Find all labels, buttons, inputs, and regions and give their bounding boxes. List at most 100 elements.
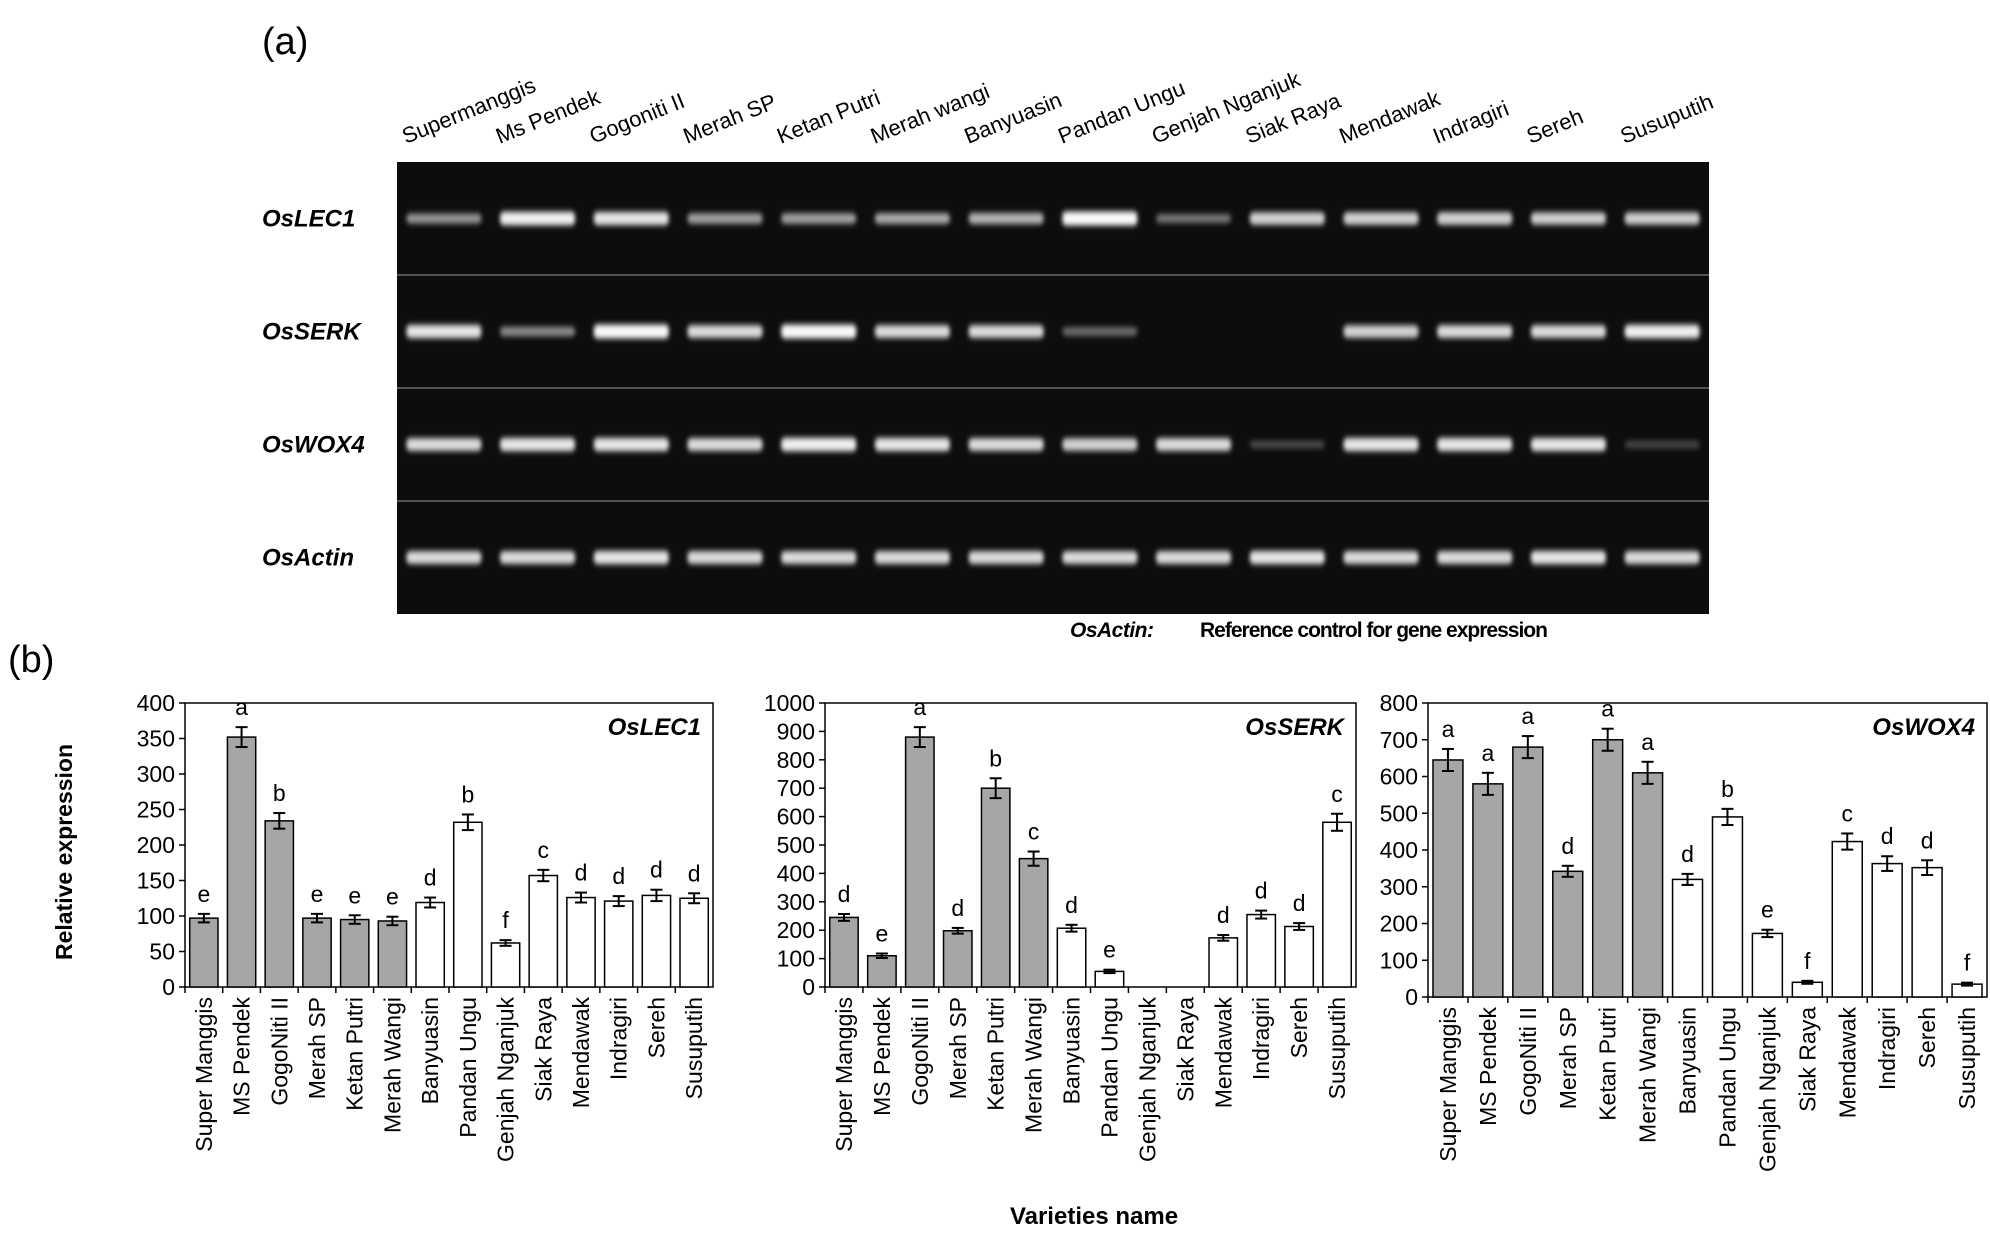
gel-band <box>406 551 482 564</box>
gel-band <box>1062 438 1138 451</box>
bar <box>1208 937 1239 988</box>
gel-band <box>874 551 950 564</box>
x-category-label: Indragiri <box>606 997 632 1080</box>
significance-letter: e <box>311 881 324 907</box>
lane-label: Merah SP <box>680 89 780 149</box>
gel-band <box>593 324 669 339</box>
significance-letter: b <box>1721 776 1734 802</box>
plot-frame <box>184 702 714 988</box>
gel-band <box>781 551 857 564</box>
x-category-label: Ketan Putri <box>1595 1007 1621 1121</box>
panel-a-label: (a) <box>262 21 308 63</box>
x-category-label: Mendawak <box>1834 1007 1860 1119</box>
y-tick-label: 250 <box>137 797 175 823</box>
x-category-label: Merah SP <box>945 997 971 1099</box>
x-category-label: MS Pendek <box>869 997 895 1116</box>
x-category-label: Susuputih <box>681 997 707 1099</box>
gel-band <box>1156 551 1232 564</box>
x-category-label: Susuputih <box>1954 1007 1980 1109</box>
gel-band <box>874 437 950 452</box>
bar <box>1911 866 1943 998</box>
chart-oslec1: 0 50 100 150 200 250 300 350 400 e Super Manggis a M… <box>137 690 714 1162</box>
bar <box>1472 783 1504 998</box>
bar <box>1322 821 1353 988</box>
gel-band <box>406 438 482 451</box>
bar <box>226 736 257 988</box>
x-category-label: GogoNiti II <box>907 997 933 1106</box>
bar <box>1284 925 1315 988</box>
gel-band <box>1249 440 1325 449</box>
gene-label: OsActin <box>262 545 354 572</box>
significance-letter: f <box>502 907 509 933</box>
y-tick-label: 200 <box>1380 911 1418 937</box>
x-category-label: MS Pendek <box>229 997 255 1116</box>
gel-band <box>500 326 576 337</box>
bar <box>1246 913 1277 988</box>
gel-band <box>406 324 482 339</box>
y-tick-label: 500 <box>1380 800 1418 826</box>
significance-letter: d <box>1561 833 1574 859</box>
chart-title: OsSERK <box>1245 714 1345 741</box>
significance-letter: d <box>1681 841 1694 867</box>
gel-band <box>874 213 950 224</box>
gel-band <box>1343 212 1419 225</box>
x-category-label: Pandan Ungu <box>1096 997 1122 1138</box>
x-category-label: Indragiri <box>1248 997 1274 1080</box>
significance-letter: d <box>1293 890 1306 916</box>
y-tick-label: 200 <box>777 917 815 943</box>
x-category-label: Banyuasin <box>1059 997 1085 1104</box>
gel-band <box>687 213 763 224</box>
plot-frame <box>1427 702 1988 998</box>
significance-letter: f <box>1804 948 1811 974</box>
significance-letter: a <box>1601 696 1614 722</box>
bar <box>377 920 408 988</box>
bar <box>942 930 973 988</box>
y-tick-label: 800 <box>777 747 815 773</box>
x-category-label: Super Manggis <box>1435 1007 1461 1162</box>
x-axis-title: Varieties name <box>1010 1203 1178 1230</box>
bar <box>566 896 596 988</box>
gel-band <box>1156 214 1232 223</box>
significance-letter: f <box>1964 950 1971 976</box>
gene-label: OsWOX4 <box>262 432 365 459</box>
significance-letter: c <box>538 837 550 863</box>
x-category-label: Banyuasin <box>417 997 443 1104</box>
gel-band <box>1062 327 1138 336</box>
x-category-label: Pandan Ungu <box>1714 1007 1740 1148</box>
bar <box>415 901 446 988</box>
x-category-label: GogoNiti II <box>266 997 292 1106</box>
y-axis-title: Relative expression <box>51 744 77 960</box>
lane-label: Ketan Putri <box>773 85 883 149</box>
bar <box>1591 739 1624 998</box>
x-category-label: Banyuasin <box>1675 1007 1701 1114</box>
significance-letter: c <box>1842 800 1854 826</box>
significance-letter: c <box>1028 819 1040 845</box>
significance-letter: d <box>650 857 663 883</box>
x-category-label: Mendawak <box>568 997 594 1109</box>
x-category-label: Pandan Ungu <box>455 997 481 1138</box>
y-tick-label: 300 <box>137 761 175 787</box>
y-tick-label: 400 <box>1380 837 1418 863</box>
significance-letter: a <box>1442 716 1455 742</box>
gel-band <box>1062 211 1138 226</box>
lane-label: Sereh <box>1523 103 1587 148</box>
x-category-label: Ketan Putri <box>342 997 368 1111</box>
chart-title: OsLEC1 <box>608 714 701 741</box>
significance-letter: d <box>575 860 588 886</box>
gel-band <box>968 212 1044 225</box>
bar <box>1056 927 1087 988</box>
gene-label: OsLEC1 <box>262 206 355 233</box>
chart-title: OsWOX4 <box>1872 714 1975 741</box>
x-category-label: Merah SP <box>304 997 330 1099</box>
bar <box>1831 840 1863 998</box>
significance-letter: c <box>1331 781 1343 807</box>
bar <box>904 736 935 988</box>
lane-label: Susuputih <box>1617 89 1717 149</box>
y-tick-label: 350 <box>137 726 175 752</box>
gel-band <box>500 551 576 564</box>
bar <box>603 900 634 988</box>
significance-letter: e <box>1103 937 1116 963</box>
x-category-label: Merah Wangi <box>1021 997 1047 1133</box>
significance-letter: a <box>1641 729 1654 755</box>
